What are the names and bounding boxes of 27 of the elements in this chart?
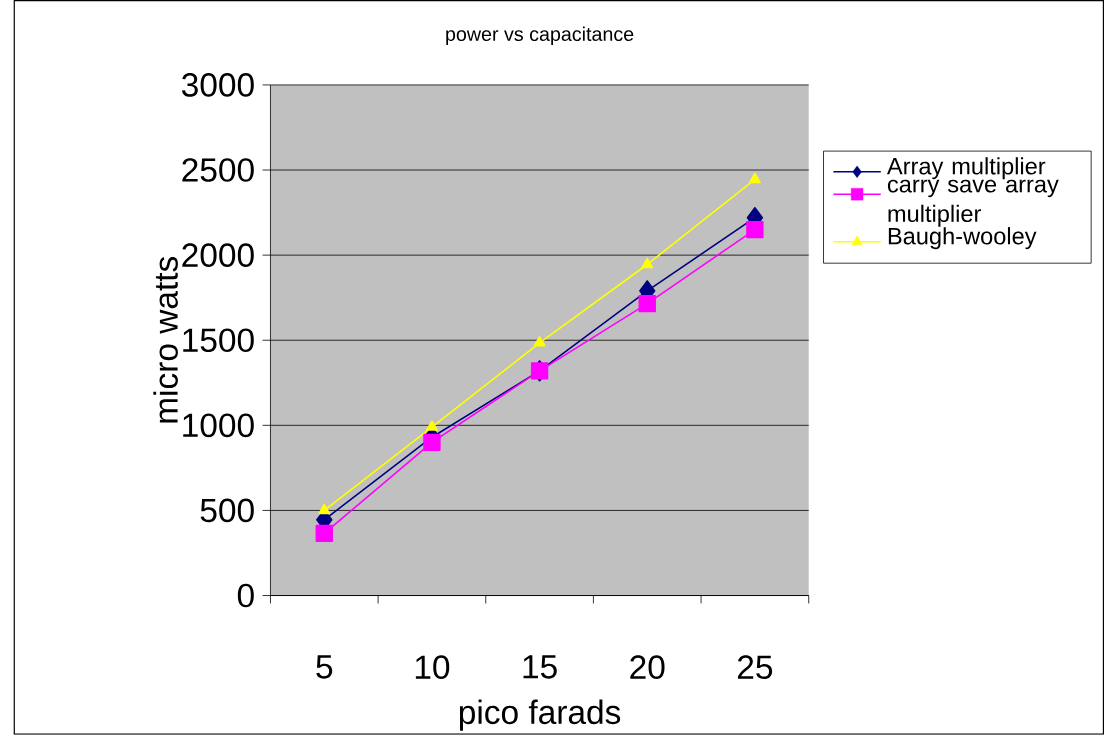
y-tick-label: 500 <box>200 498 254 523</box>
legend-label: carry save array multiplier <box>887 179 1059 227</box>
point <box>746 221 764 239</box>
x-tick-label: 20 <box>630 655 665 680</box>
legend-label: Baugh-wooley <box>888 227 1037 250</box>
y-tick-label: 3000 <box>181 73 254 97</box>
y-tick-label: 0 <box>237 583 254 608</box>
point <box>533 336 546 347</box>
point <box>318 503 331 515</box>
point <box>315 524 333 543</box>
x-axis-title: pico farads <box>459 699 621 731</box>
x-tick-label: 5 <box>316 655 333 679</box>
x-tick-label: 25 <box>737 655 773 680</box>
y-tick-label: 1000 <box>183 413 254 438</box>
x-tick-label: 15 <box>523 655 557 679</box>
chart-title: power vs capacitance <box>446 26 634 46</box>
x-tick-label: 10 <box>415 655 450 680</box>
point <box>748 172 761 184</box>
legend-label: Array multiplier <box>886 157 1046 180</box>
point <box>638 295 656 313</box>
y-axis-title: micro watts <box>153 257 178 423</box>
point <box>426 420 438 431</box>
point <box>641 257 654 269</box>
y-tick-label: 2500 <box>182 158 254 182</box>
y-tick-label: 2000 <box>182 243 254 268</box>
point <box>423 433 441 452</box>
y-tick-label: 1500 <box>183 328 254 353</box>
